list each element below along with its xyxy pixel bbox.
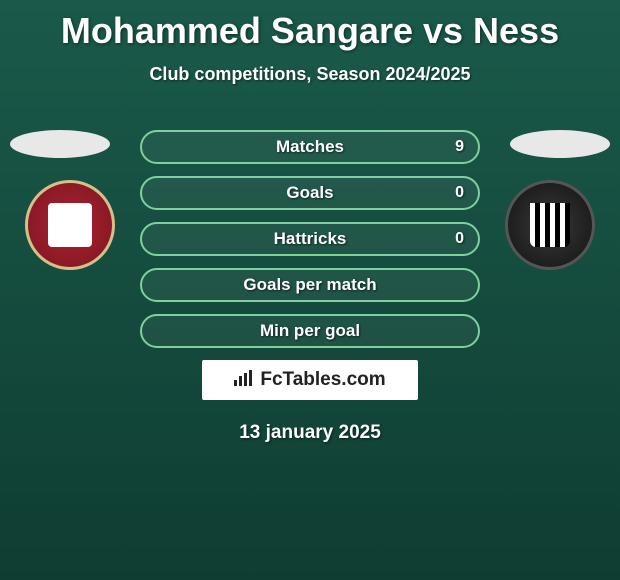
stat-value-right: 9 (455, 138, 464, 156)
page-title: Mohammed Sangare vs Ness (0, 0, 620, 52)
stat-row-matches: Matches 9 (140, 130, 480, 164)
brand-box: FcTables.com (202, 360, 418, 400)
club-crest-left (25, 180, 115, 270)
stat-label: Goals (286, 183, 333, 203)
stat-row-min-per-goal: Min per goal (140, 314, 480, 348)
stat-label: Hattricks (274, 229, 347, 249)
player-left-placeholder (10, 130, 110, 158)
brand-text: FcTables.com (260, 369, 385, 391)
club-crest-right (505, 180, 595, 270)
subtitle: Club competitions, Season 2024/2025 (0, 64, 620, 85)
comparison-content: Matches 9 Goals 0 Hattricks 0 Goals per … (0, 130, 620, 444)
chart-icon (234, 370, 254, 391)
stat-label: Min per goal (260, 321, 360, 341)
stats-container: Matches 9 Goals 0 Hattricks 0 Goals per … (140, 130, 480, 348)
stat-row-goals: Goals 0 (140, 176, 480, 210)
player-right-placeholder (510, 130, 610, 158)
stat-label: Matches (276, 137, 344, 157)
stat-row-hattricks: Hattricks 0 (140, 222, 480, 256)
stat-value-right: 0 (455, 184, 464, 202)
stat-value-right: 0 (455, 230, 464, 248)
stat-label: Goals per match (243, 275, 376, 295)
date-text: 13 january 2025 (0, 422, 620, 444)
stat-row-goals-per-match: Goals per match (140, 268, 480, 302)
